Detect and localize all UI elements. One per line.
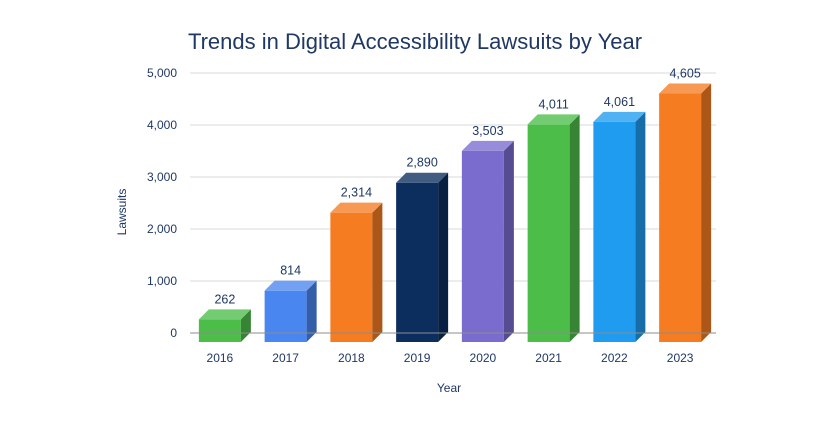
y-tick-label: 0 <box>170 326 177 340</box>
data-label: 262 <box>214 292 235 306</box>
bar-top <box>461 140 514 151</box>
bar-top <box>330 202 383 213</box>
y-tick-label: 3,000 <box>147 170 177 184</box>
bar-side <box>306 280 317 342</box>
data-label: 4,605 <box>669 67 700 81</box>
bar-2021: 4,011 <box>527 97 580 342</box>
bar-2016: 262 <box>198 292 251 342</box>
bars: 262 814 2,314 2,890 3,503 4,011 4,061 4,605 <box>198 67 712 342</box>
x-tick-label: 2020 <box>470 351 497 365</box>
data-label: 4,011 <box>538 97 568 111</box>
y-tick-label: 2,000 <box>147 222 177 236</box>
bar-front <box>461 150 504 342</box>
bar-side <box>438 172 449 342</box>
bar-top <box>264 280 317 291</box>
bar-side <box>569 114 580 342</box>
bar-front <box>527 124 570 342</box>
bar-front <box>330 212 373 342</box>
bar-front <box>396 182 439 342</box>
y-axis-ticks: 0 1,000 2,000 3,000 4,000 5,000 <box>147 66 177 340</box>
bar-side <box>701 83 712 342</box>
bar-front <box>264 290 307 342</box>
x-tick-label: 2021 <box>535 351 562 365</box>
bar-2020: 3,503 <box>461 124 514 342</box>
bar-front <box>198 319 241 342</box>
y-tick-label: 5,000 <box>147 66 177 80</box>
x-tick-label: 2018 <box>338 351 365 365</box>
bar-top <box>198 309 251 320</box>
x-tick-label: 2023 <box>667 351 694 365</box>
bar-top <box>593 111 646 122</box>
bar-2023: 4,605 <box>659 67 712 342</box>
data-label: 2,890 <box>406 156 437 170</box>
bar-top <box>659 83 712 94</box>
data-label: 3,503 <box>472 124 503 138</box>
y-axis-label: Lawsuits <box>115 189 129 236</box>
bar-side <box>240 309 251 342</box>
bar-2017: 814 <box>264 264 317 342</box>
bar-top <box>396 172 449 183</box>
bar-2018: 2,314 <box>330 186 383 342</box>
chart-title: Trends in Digital Accessibility Lawsuits… <box>188 29 642 54</box>
y-tick-label: 4,000 <box>147 118 177 132</box>
x-axis-ticks: 2016 2017 2018 2019 2020 2021 2022 2023 <box>207 351 694 365</box>
data-label: 814 <box>280 264 301 278</box>
bar-top <box>527 114 580 125</box>
bar-2019: 2,890 <box>396 156 449 342</box>
data-label: 4,061 <box>604 95 635 109</box>
bar-front <box>659 93 702 342</box>
x-axis-label: Year <box>437 381 461 395</box>
x-tick-label: 2022 <box>601 351 628 365</box>
x-tick-label: 2019 <box>404 351 431 365</box>
y-tick-label: 1,000 <box>147 274 177 288</box>
bar-side <box>372 202 383 342</box>
x-tick-label: 2016 <box>207 351 234 365</box>
bar-side <box>635 111 646 342</box>
x-tick-label: 2017 <box>272 351 299 365</box>
bar-front <box>593 121 636 342</box>
data-label: 2,314 <box>341 186 372 200</box>
bar-2022: 4,061 <box>593 95 646 342</box>
bar-side <box>503 140 514 342</box>
